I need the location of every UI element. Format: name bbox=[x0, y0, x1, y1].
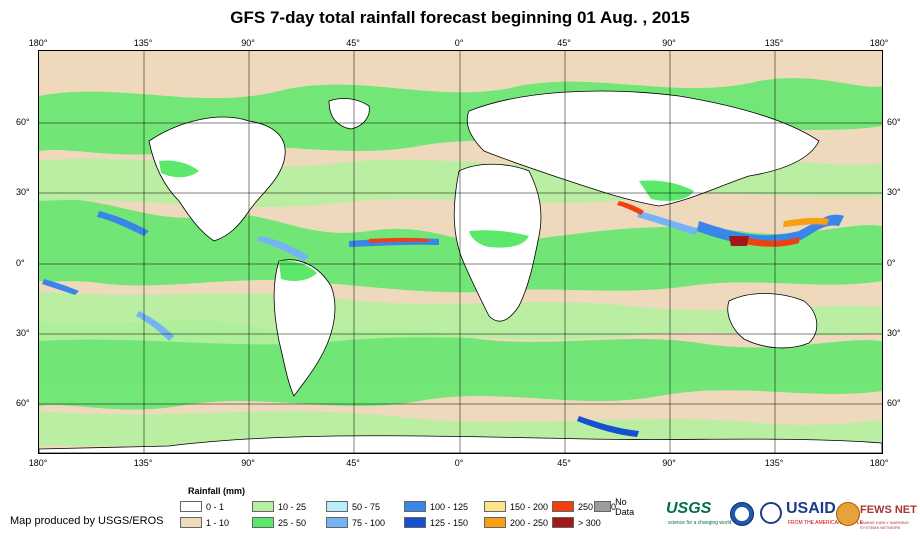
lat-tick-right: 60° bbox=[887, 117, 901, 127]
legend-swatch bbox=[326, 501, 348, 512]
legend-label: 0 - 1 bbox=[206, 501, 225, 512]
legend-item: 25 - 50 bbox=[252, 516, 306, 529]
legend-item: > 300 bbox=[552, 516, 601, 529]
lat-tick-left: 60° bbox=[16, 398, 30, 408]
lon-tick-bottom: 90° bbox=[241, 458, 255, 468]
legend-label: 75 - 100 bbox=[352, 517, 386, 528]
legend-swatch bbox=[552, 501, 574, 512]
legend-swatch bbox=[404, 517, 426, 528]
lon-tick-bottom: 180° bbox=[28, 458, 48, 468]
lat-tick-right: 0° bbox=[887, 258, 896, 268]
fews-seal-icon bbox=[836, 502, 860, 526]
legend-item: 1 - 10 bbox=[180, 516, 229, 529]
rainfall-map bbox=[38, 50, 883, 454]
lon-tick-top: 135° bbox=[133, 38, 153, 48]
rainfall-legend: 0 - 1 1 - 10 10 - 25 25 - 50 50 - 75 75 … bbox=[180, 497, 640, 534]
legend-item: No Data bbox=[594, 497, 640, 517]
legend-label: 125 - 150 bbox=[430, 517, 469, 528]
legend-swatch bbox=[180, 501, 202, 512]
lon-tick-top: 45° bbox=[557, 38, 571, 48]
usgs-logo: USGS bbox=[666, 500, 712, 517]
lon-tick-top: 180° bbox=[869, 38, 889, 48]
lon-tick-top: 90° bbox=[662, 38, 676, 48]
legend-item: 10 - 25 bbox=[252, 500, 306, 513]
legend-label: 50 - 75 bbox=[352, 501, 381, 512]
legend-label: 1 - 10 bbox=[206, 517, 230, 528]
legend-label: > 300 bbox=[578, 517, 601, 528]
lon-tick-top: 45° bbox=[346, 38, 360, 48]
lon-tick-top: 0° bbox=[454, 38, 464, 48]
lon-tick-bottom: 0° bbox=[454, 458, 464, 468]
noaa-seal-icon bbox=[730, 502, 754, 526]
lat-tick-left: 30° bbox=[16, 328, 30, 338]
noaa-seal-inner bbox=[735, 507, 749, 521]
eurasia bbox=[466, 90, 820, 207]
antarctica bbox=[39, 435, 882, 453]
lat-tick-left: 0° bbox=[16, 258, 25, 268]
lon-tick-bottom: 45° bbox=[557, 458, 571, 468]
legend-swatch bbox=[404, 501, 426, 512]
legend-item: 50 - 75 bbox=[326, 500, 380, 513]
continents bbox=[39, 90, 882, 453]
legend-swatch bbox=[484, 501, 506, 512]
lon-tick-bottom: 45° bbox=[346, 458, 360, 468]
legend-label: 25 - 50 bbox=[278, 517, 307, 528]
legend-label: 150 - 200 bbox=[510, 501, 549, 512]
legend-swatch bbox=[180, 517, 202, 528]
fews-net-tagline: FAMINE EARLY WARNING SYSTEMS NETWORK bbox=[860, 520, 910, 530]
australia bbox=[727, 293, 818, 349]
legend-swatch bbox=[326, 517, 348, 528]
legend-label: No Data bbox=[615, 496, 635, 517]
lon-tick-bottom: 135° bbox=[764, 458, 784, 468]
legend-swatch bbox=[252, 501, 274, 512]
legend-item: 0 - 1 bbox=[180, 500, 224, 513]
usaid-logo: USAID bbox=[786, 500, 836, 517]
legend-label: 10 - 25 bbox=[278, 501, 307, 512]
graticule bbox=[39, 51, 882, 453]
lon-tick-top: 180° bbox=[28, 38, 48, 48]
lon-tick-bottom: 135° bbox=[133, 458, 153, 468]
legend-swatch bbox=[552, 517, 574, 528]
heavy-rain-itcz bbox=[42, 201, 844, 437]
usgs-tagline: science for a changing world bbox=[668, 520, 732, 526]
fews-net-logo: FEWS NET bbox=[860, 504, 917, 516]
legend-item: 125 - 150 bbox=[404, 516, 468, 529]
map-title: GFS 7-day total rainfall forecast beginn… bbox=[230, 8, 690, 27]
north-america bbox=[148, 116, 286, 242]
legend-item: 75 - 100 bbox=[326, 516, 385, 529]
usaid-seal-icon bbox=[760, 502, 782, 524]
legend-swatch bbox=[594, 501, 612, 512]
greenland bbox=[328, 98, 370, 130]
legend-item: 100 - 125 bbox=[404, 500, 468, 513]
legend-title: Rainfall (mm) bbox=[188, 486, 246, 496]
lat-tick-right: 60° bbox=[887, 398, 901, 408]
rainfall-map-canvas bbox=[39, 51, 882, 453]
lat-tick-right: 30° bbox=[887, 328, 901, 338]
legend-label: 200 - 250 bbox=[510, 517, 549, 528]
lat-tick-left: 60° bbox=[16, 117, 30, 127]
land-rain-patches bbox=[159, 160, 694, 281]
lat-tick-right: 30° bbox=[887, 187, 901, 197]
partner-logos: USGS science for a changing world USAID … bbox=[664, 498, 920, 536]
lat-tick-left: 30° bbox=[16, 187, 30, 197]
legend-item: 200 - 250 bbox=[484, 516, 548, 529]
usaid-tagline: FROM THE AMERICAN PEOPLE bbox=[788, 520, 863, 526]
lon-tick-bottom: 90° bbox=[662, 458, 676, 468]
legend-label: 100 - 125 bbox=[430, 501, 469, 512]
legend-swatch bbox=[252, 517, 274, 528]
lon-tick-top: 90° bbox=[241, 38, 255, 48]
map-credit: Map produced by USGS/EROS bbox=[10, 515, 164, 527]
legend-swatch bbox=[484, 517, 506, 528]
lon-tick-bottom: 180° bbox=[869, 458, 889, 468]
south-america bbox=[273, 259, 336, 397]
lon-tick-top: 135° bbox=[764, 38, 784, 48]
legend-item: 150 - 200 bbox=[484, 500, 548, 513]
